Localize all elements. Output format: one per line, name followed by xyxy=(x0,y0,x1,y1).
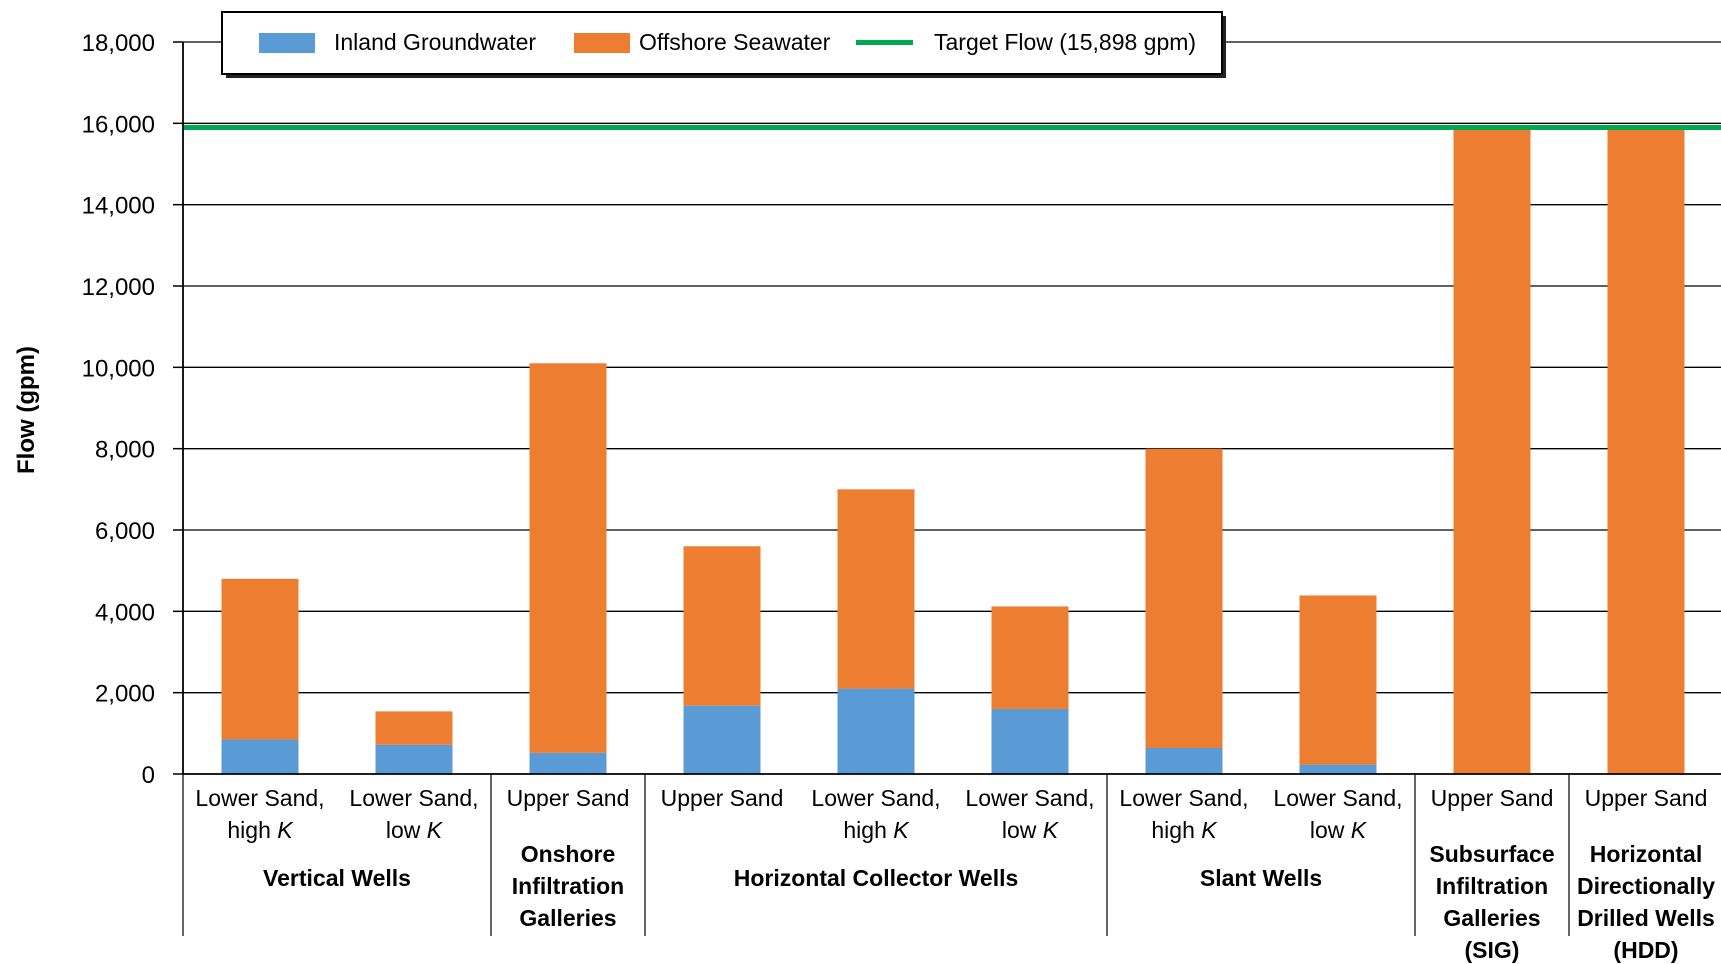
y-axis-title: Flow (gpm) xyxy=(13,346,40,474)
y-tick-label: 14,000 xyxy=(82,193,155,220)
y-tick-label: 2,000 xyxy=(95,681,155,708)
y-tick-label: 0 xyxy=(142,762,155,789)
bar-offshore-seawater xyxy=(1453,127,1531,775)
legend-swatch-target-flow xyxy=(856,40,913,45)
category-label: Lower Sand, xyxy=(349,785,478,811)
bar-offshore-seawater xyxy=(375,711,453,745)
axes: 0 2,000 4,000 6,000 8,000 10,000 12,000 14,000 1… xyxy=(82,30,1721,936)
bar-offshore-seawater xyxy=(221,578,299,740)
category-label: low K xyxy=(1310,817,1368,843)
group-label: Galleries xyxy=(519,905,616,931)
bar-inland-groundwater xyxy=(837,688,915,774)
category-label: Lower Sand, xyxy=(1119,785,1248,811)
category-label: low K xyxy=(1002,817,1060,843)
group-label: Infiltration xyxy=(512,873,624,899)
group-label: Galleries xyxy=(1443,905,1540,931)
group-label: Horizontal Collector Wells xyxy=(734,865,1019,891)
y-tick-label: 4,000 xyxy=(95,599,155,626)
bar-offshore-seawater xyxy=(1145,448,1223,748)
category-label: Upper Sand xyxy=(507,785,630,811)
group-label: Vertical Wells xyxy=(263,865,411,891)
bar-offshore-seawater xyxy=(529,363,607,753)
category-label: Lower Sand, xyxy=(811,785,940,811)
bar-offshore-seawater xyxy=(683,546,761,706)
y-tick-label: 16,000 xyxy=(82,111,155,138)
bar-inland-groundwater xyxy=(683,705,761,774)
group-label: Onshore xyxy=(521,841,616,867)
bar-inland-groundwater xyxy=(221,739,299,774)
bar-inland-groundwater xyxy=(1299,764,1377,774)
category-label: Lower Sand, xyxy=(1273,785,1402,811)
y-tick-label: 10,000 xyxy=(82,355,155,382)
bar-inland-groundwater xyxy=(375,744,453,774)
bar-offshore-seawater xyxy=(1607,127,1685,775)
legend-label-inland-groundwater: Inland Groundwater xyxy=(334,29,536,55)
y-tick-label: 18,000 xyxy=(82,30,155,57)
bar-inland-groundwater xyxy=(1145,747,1223,774)
group-label: Slant Wells xyxy=(1200,865,1322,891)
group-label: Infiltration xyxy=(1436,873,1548,899)
bars xyxy=(221,127,1685,775)
category-label: Lower Sand, xyxy=(195,785,324,811)
legend-swatch-offshore-seawater xyxy=(574,33,630,53)
category-label: high K xyxy=(227,817,294,843)
category-labels: Lower Sand, high K Lower Sand, low K Upper S… xyxy=(195,785,1715,963)
bar-inland-groundwater xyxy=(529,752,607,774)
category-label: Upper Sand xyxy=(1431,785,1554,811)
bar-inland-groundwater xyxy=(991,708,1069,774)
category-label: high K xyxy=(1151,817,1218,843)
group-label: Subsurface xyxy=(1429,841,1554,867)
category-label: Upper Sand xyxy=(661,785,784,811)
category-label: Lower Sand, xyxy=(965,785,1094,811)
bar-offshore-seawater xyxy=(1299,595,1377,765)
bar-offshore-seawater xyxy=(837,489,915,689)
y-tick-label: 6,000 xyxy=(95,518,155,545)
y-tick-label: 8,000 xyxy=(95,437,155,464)
legend-label-offshore-seawater: Offshore Seawater xyxy=(639,29,831,55)
bar-offshore-seawater xyxy=(991,606,1069,709)
group-label: (SIG) xyxy=(1465,937,1520,963)
legend-box xyxy=(221,11,1223,75)
y-tick-label: 12,000 xyxy=(82,274,155,301)
group-label: Drilled Wells xyxy=(1577,905,1715,931)
legend: Inland Groundwater Offshore Seawater Tar… xyxy=(221,11,1226,78)
legend-swatch-inland-groundwater xyxy=(259,33,315,53)
legend-label-target-flow: Target Flow (15,898 gpm) xyxy=(934,29,1196,55)
category-label: Upper Sand xyxy=(1585,785,1708,811)
category-label: low K xyxy=(386,817,444,843)
group-label: (HDD) xyxy=(1613,937,1678,963)
group-label: Directionally xyxy=(1577,873,1715,899)
group-label: Horizontal xyxy=(1590,841,1702,867)
category-label: high K xyxy=(843,817,910,843)
